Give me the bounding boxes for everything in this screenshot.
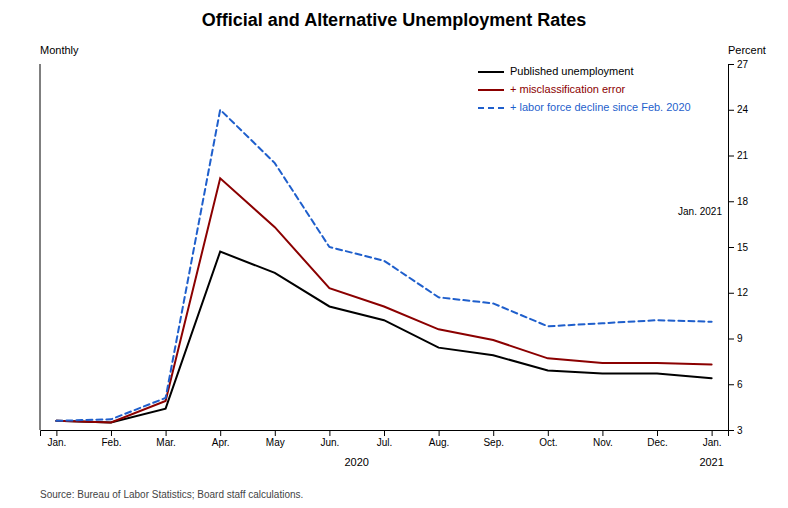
legend-swatch [478,107,504,109]
y-tick: 18 [728,196,749,207]
x-tick: Dec. [647,430,668,448]
x-tick: Sep. [483,430,504,448]
x-tick: May [266,430,285,448]
x-tick-mark [493,430,494,436]
legend-label: Published unemployment [510,65,634,77]
x-tick-label: Mar. [156,437,175,448]
x-axis-line [41,431,729,437]
legend-item: + labor force decline since Feb. 2020 [478,101,691,113]
x-axis: Jan. Feb. Mar. Apr. May Jun. Jul. Aug. Sep. Oct. N… [41,430,729,448]
x-tick-label: Oct. [539,437,557,448]
x-tick-label: Jun. [320,437,339,448]
x-tick-mark [111,430,112,436]
y-tick: 3 [728,425,743,436]
y-tick: 24 [728,104,749,115]
annotation: 2021 [699,456,723,468]
annotation: 2020 [344,456,368,468]
y-tick: 15 [728,242,749,253]
line [56,178,711,422]
subtitle: Monthly [40,44,79,56]
legend-label: + misclassification error [510,83,626,95]
x-tick-mark [548,430,549,436]
legend-item: + misclassification error [478,83,626,95]
y-axis-label: Percent [728,44,766,56]
x-tick: Jan. [47,430,66,448]
x-tick-label: Jul. [377,437,393,448]
annotation: Jan. 2021 [678,206,722,217]
x-tick: Apr. [212,430,230,448]
x-tick-mark [439,430,440,436]
y-axis: 3 6 9 12 15 18 21 24 27 [728,59,749,436]
x-tick-mark [275,430,276,436]
x-tick: Jan. [703,430,722,448]
left-axis-line [40,64,41,430]
y-tick-label: 24 [737,104,749,115]
y-tick-label: 9 [737,333,743,344]
x-tick-label: May [266,437,285,448]
y-tick-label: 12 [737,287,749,298]
x-tick: Mar. [156,430,175,448]
x-tick-label: Jan. [703,437,722,448]
y-tick-label: 18 [737,196,749,207]
legend-item: Published unemployment [478,65,634,77]
x-tick-label: Jan. [47,437,66,448]
line [56,110,711,421]
y-tick-label: 27 [737,59,749,70]
legend-label: + labor force decline since Feb. 2020 [510,101,691,113]
y-tick-mark [728,201,734,202]
x-tick-mark [384,430,385,436]
legend-swatch [478,89,504,91]
x-tick-label: Feb. [101,437,121,448]
plot: Monthly Percent Jan. Feb. Mar. Apr. May Jun. Jul… [40,44,766,468]
x-tick-mark [657,430,658,436]
x-tick-mark [166,430,167,436]
legend-swatch [478,71,504,73]
x-tick-mark [602,430,603,436]
y-tick: 6 [728,379,743,390]
x-tick-mark [56,430,57,436]
x-tick-mark [220,430,221,436]
legend: Published unemployment + misclassificatio… [478,65,691,113]
y-tick-label: 21 [737,150,749,161]
x-tick-label: Apr. [212,437,230,448]
y-tick-mark [728,384,734,385]
x-tick: Aug. [429,430,450,448]
y-tick-mark [728,430,734,431]
source: Source: Bureau of Labor Statistics; Boar… [40,489,303,500]
y-tick-mark [728,156,734,157]
y-axis-line [729,65,735,431]
y-tick-mark [728,110,734,111]
x-tick: Nov. [593,430,613,448]
y-tick: 21 [728,150,749,161]
line [56,252,711,423]
title: Official and Alternative Unemployment Ra… [202,10,586,30]
x-tick-label: Dec. [647,437,668,448]
y-tick: 27 [728,59,749,70]
y-tick: 12 [728,287,749,298]
x-tick: Jul. [377,430,393,448]
x-tick: Feb. [101,430,121,448]
y-tick-label: 6 [737,379,743,390]
y-tick-mark [728,64,734,65]
y-tick: 9 [728,333,743,344]
y-tick-mark [728,247,734,248]
y-tick-mark [728,339,734,340]
y-tick-mark [728,293,734,294]
y-tick-label: 15 [737,242,749,253]
x-tick-label: Nov. [593,437,613,448]
x-tick-mark [712,430,713,436]
x-tick-label: Sep. [483,437,504,448]
x-tick-mark [329,430,330,436]
y-tick-label: 3 [737,425,743,436]
x-tick: Oct. [539,430,557,448]
chart: Official and Alternative Unemployment Ra… [0,0,788,508]
x-tick-label: Aug. [429,437,450,448]
x-tick: Jun. [320,430,339,448]
lines [56,110,711,423]
